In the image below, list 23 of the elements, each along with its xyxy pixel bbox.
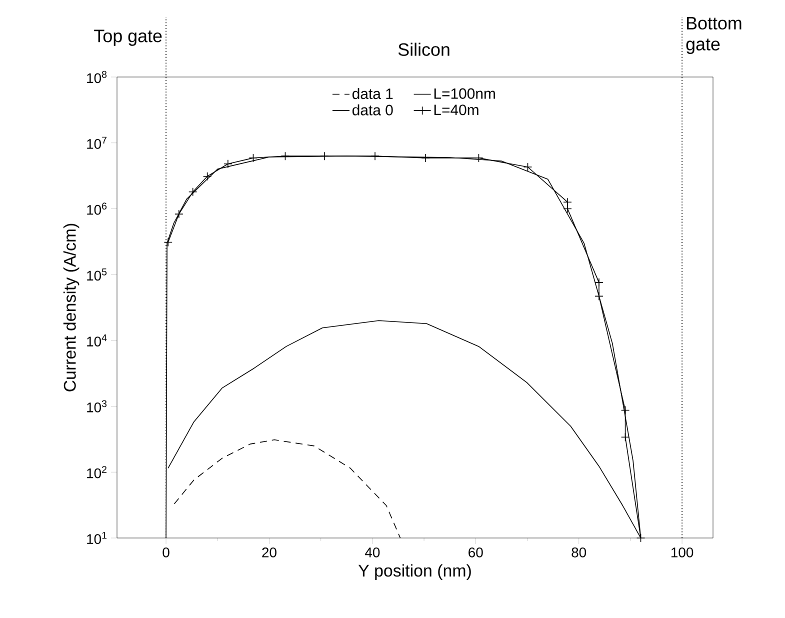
y-tick-label: 10$^{5}$ xyxy=(87,268,107,281)
y-tick-label: 10$^{7}$ xyxy=(87,136,106,149)
x-tick-label: 60 xyxy=(468,547,483,558)
legend-label: data 0 xyxy=(352,104,393,116)
legend-label: L=100nm xyxy=(434,88,495,99)
x-tick-label: 80 xyxy=(572,547,586,558)
y-axis-title: Current density (A/cm) xyxy=(63,224,80,392)
y-tick-label: 10$^{6}$ xyxy=(87,202,107,215)
y-tick-label: 10$^{2}$ xyxy=(87,466,106,478)
legend-label: L=40m xyxy=(434,104,478,116)
x-axis-title: Y position (nm) xyxy=(358,564,471,580)
text: Bottom gate xyxy=(686,17,742,54)
x-tick-label: 0 xyxy=(162,547,170,558)
y-tick-label: 10$^{4}$ xyxy=(87,334,107,346)
x-tick-label: 100 xyxy=(671,547,694,558)
text: Silicon xyxy=(398,42,450,56)
y-tick-label: 10$^{3}$ xyxy=(87,400,107,412)
text: Top gate xyxy=(94,30,162,46)
x-tick-label: 40 xyxy=(364,547,380,558)
legend-label: data 1 xyxy=(352,88,393,100)
x-tick-label: 20 xyxy=(262,547,276,558)
y-tick-label: 10$^{1}$ xyxy=(87,532,107,544)
y-tick-label: 10$^{8}$ xyxy=(87,70,107,84)
